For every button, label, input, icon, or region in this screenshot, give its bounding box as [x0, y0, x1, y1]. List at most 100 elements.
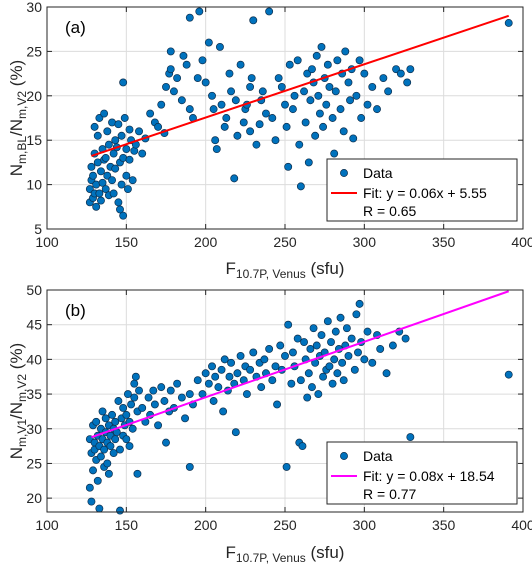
y-tick-label: 25 [26, 43, 42, 59]
data-point [111, 136, 120, 145]
legend-marker-data [340, 169, 348, 177]
data-point [268, 114, 277, 122]
data-point [287, 379, 296, 388]
data-point [89, 171, 97, 180]
data-point [127, 400, 136, 409]
data-point [308, 65, 316, 74]
data-point [300, 87, 308, 96]
data-point [201, 369, 210, 378]
x-tick-label: 250 [273, 234, 297, 250]
data-point [109, 149, 118, 158]
data-point [268, 376, 277, 385]
data-point [333, 56, 342, 65]
legend-label-r: R = 0.77 [363, 486, 417, 502]
data-point [201, 78, 210, 87]
x-tick-label: 350 [432, 517, 456, 533]
x-tick-label: 400 [511, 234, 532, 250]
data-point [92, 202, 101, 211]
data-point [281, 351, 289, 360]
data-point [336, 313, 345, 322]
data-point [100, 445, 109, 454]
data-point [160, 397, 169, 405]
data-point [258, 87, 267, 96]
data-point [162, 438, 170, 447]
data-point [373, 105, 381, 114]
data-point [146, 109, 155, 118]
data-point [211, 136, 220, 145]
x-tick-label: 100 [35, 234, 59, 250]
data-point [125, 442, 134, 451]
data-point [104, 140, 113, 149]
data-point [119, 211, 128, 220]
data-point [406, 65, 415, 74]
x-tick-label: 250 [273, 517, 297, 533]
data-point [114, 120, 123, 129]
data-point [225, 372, 234, 381]
data-point [101, 154, 110, 162]
legend-label-fit: Fit: y = 0.08x + 18.54 [363, 468, 495, 484]
data-point [338, 358, 347, 367]
data-point [144, 393, 153, 402]
data-point [357, 114, 366, 122]
data-point [177, 96, 186, 105]
data-point [349, 134, 358, 143]
data-point [231, 96, 240, 105]
x-tick-label: 400 [511, 517, 532, 533]
data-point [95, 189, 104, 198]
data-point [222, 114, 231, 122]
data-point [193, 376, 202, 385]
data-point [406, 433, 415, 442]
data-point [85, 185, 94, 193]
data-point [130, 393, 139, 402]
data-point [154, 421, 163, 430]
data-point [133, 469, 142, 478]
data-point [246, 82, 255, 91]
data-point [231, 428, 240, 437]
data-point [282, 462, 291, 471]
data-point [376, 345, 385, 353]
data-point [344, 351, 353, 360]
data-point [319, 122, 328, 131]
data-point [204, 379, 213, 388]
data-point [504, 370, 513, 379]
x-tick-label: 300 [353, 517, 377, 533]
data-point [384, 87, 393, 96]
data-point [150, 400, 159, 409]
data-point [284, 162, 293, 171]
data-point [252, 140, 261, 149]
data-point [331, 87, 340, 96]
data-point [208, 91, 216, 100]
data-point [296, 376, 305, 385]
data-point [330, 149, 339, 158]
x-tick-label: 300 [353, 234, 377, 250]
data-point [195, 7, 204, 16]
data-point [214, 383, 223, 392]
legend-label-data: Data [363, 165, 393, 181]
data-point [296, 182, 305, 191]
data-point [293, 56, 302, 65]
data-point [135, 386, 143, 395]
data-point [173, 74, 182, 82]
data-point [304, 158, 313, 167]
panel-label: (a) [65, 18, 86, 37]
data-point [125, 125, 134, 134]
data-point [122, 435, 131, 444]
data-point [328, 114, 337, 122]
data-point [262, 109, 270, 118]
data-point [322, 100, 331, 109]
data-point [311, 131, 320, 140]
y-tick-label: 10 [26, 177, 42, 193]
data-point [331, 327, 340, 336]
panel-label: (b) [65, 301, 86, 320]
data-point [308, 383, 316, 392]
data-point [236, 351, 245, 360]
data-point [87, 497, 96, 506]
data-point [128, 176, 137, 185]
data-point [166, 47, 175, 56]
data-point [247, 74, 256, 82]
data-point [92, 417, 101, 426]
data-point [117, 180, 126, 189]
y-tick-label: 20 [26, 88, 42, 104]
data-point [304, 369, 313, 378]
data-point [355, 56, 364, 65]
